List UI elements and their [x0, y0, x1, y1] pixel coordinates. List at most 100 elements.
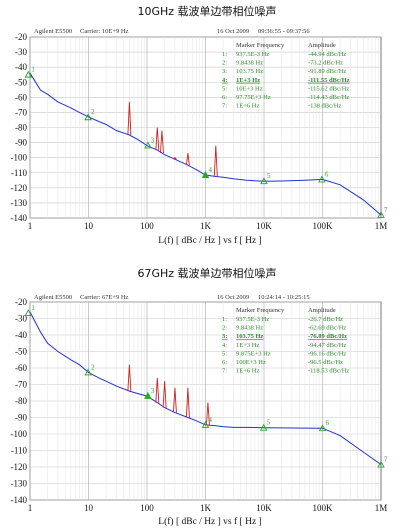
chart1-ytick-label: -140 [11, 213, 28, 223]
chart1-spur [155, 127, 160, 151]
chart2-spur [155, 377, 160, 403]
chart1-marker [144, 141, 152, 149]
chart1-xtick-label: 10K [256, 221, 272, 231]
chart1-date: 16 Oct 2009 [217, 28, 249, 35]
chart1-ytick-label: -70 [15, 107, 27, 117]
chart1-ytick-label: -90 [15, 138, 27, 148]
chart1-table-amp-header: Amplitude [308, 42, 336, 49]
chart2-marker [24, 309, 33, 317]
chart1-noise-trace [29, 72, 382, 216]
chart1-ytick-label: -40 [15, 62, 27, 72]
chart2-marker-label: 7 [384, 456, 388, 464]
chart1-time: 09:36:55 - 09:37:56 [258, 28, 310, 35]
chart1-xtick-label: 100 [140, 221, 154, 231]
chart2-marker [144, 391, 152, 399]
chart1-plot: -20 -30 -40 -50 -60 -70 -80 -90 -100 -110 -120 -130… [11, 32, 389, 231]
chart1-marker-label: 7 [384, 206, 388, 214]
chart2-table-index: 5: [222, 350, 227, 357]
chart2-table-freq: 103.75 Hz [236, 333, 264, 340]
chart1-table-freq: 10E+3 Hz [236, 85, 263, 92]
chart2-marker-label: 4 [209, 416, 213, 424]
chart1-ytick-label: -110 [11, 168, 28, 178]
chart1-marker-label: 2 [91, 108, 95, 116]
chart1-ytick-label: -20 [15, 32, 27, 42]
chart2-ytick-label: -90 [15, 413, 27, 423]
chart2-table-freq-header: Marker Frequency [236, 307, 285, 314]
chart2-header: Agilent E5500 Carrier: 67E+9 Hz 16 Oct 2… [34, 294, 310, 301]
chart1-marker [318, 175, 326, 183]
chart1-table-amp: -73.2 dBc/Hz [308, 60, 343, 67]
chart1-spur [173, 157, 177, 160]
chart1-instrument: Agilent E5500 [34, 28, 72, 35]
chart2-table-amp: -94.47 dBc/Hz [308, 342, 346, 349]
chart1-table-index: 2: [222, 60, 227, 67]
chart1-table-amp: -138 dBc/Hz [308, 103, 342, 110]
chart1-spur [159, 130, 164, 154]
chart1-spur [213, 145, 218, 177]
chart1-marker-label: 5 [267, 172, 271, 180]
chart2-ytick-label: -100 [11, 429, 28, 439]
chart2-table-amp: -118.53 dBc/Hz [308, 368, 349, 375]
chart1-table-index: 3: [222, 68, 227, 75]
chart2-xtick-label: 1K [200, 503, 212, 513]
chart2-spur [185, 387, 190, 418]
chart2-table-index: 6: [222, 359, 227, 366]
chart2-marker [259, 423, 268, 431]
chart1-carrier: Carrier: 10E+9 Hz [80, 28, 129, 35]
chart2-table-amp: -26.7 dBc/Hz [308, 316, 343, 323]
chart2-spur [127, 364, 132, 392]
chart2-marker [84, 368, 92, 376]
chart1-xtick-label: 100K [313, 221, 334, 231]
chart1-marker-label: 3 [151, 136, 155, 144]
chart2-table-amp: -62.69 dBc/Hz [308, 325, 346, 332]
chart2-xtick-label: 100 [140, 503, 154, 513]
chart1-table-amp: -44.94 dBc/Hz [308, 51, 346, 58]
chart1-table-freq: 103.75 Hz [236, 68, 263, 75]
chart2-marker-label: 3 [151, 387, 155, 395]
chart1-marker [84, 113, 92, 121]
chart1-table-index: 5: [222, 85, 227, 92]
chart1-marker [201, 171, 210, 179]
chart1-spur [127, 101, 132, 136]
chart2-table-freq: 937.5E-3 Hz [236, 316, 269, 323]
chart2-spur [205, 402, 210, 426]
chart2-table-amp: -96.5 dBc/Hz [308, 359, 343, 366]
chart1-ytick-label: -50 [15, 77, 27, 87]
chart2-xtick-label: 100K [313, 503, 334, 513]
chart2-xtick-label: 1 [28, 503, 33, 513]
chart2-ytick-label: -120 [11, 462, 28, 472]
chart1-table-freq-header: Marker Frequency [236, 42, 285, 49]
chart2-marker-label: 2 [91, 363, 95, 371]
chart1-table-index: 7: [222, 103, 227, 110]
chart1-table-freq: 9.8438 Hz [236, 60, 263, 67]
chart2-table-freq: 9.8438 Hz [236, 325, 263, 332]
chart2-marker-label: 1 [31, 304, 35, 312]
chart1-table-index: 4: [222, 77, 227, 84]
chart2-table-index: 7: [222, 368, 227, 375]
chart2-xtick-label: 1M [375, 503, 388, 513]
chart2-table-index: 3: [222, 333, 227, 340]
chart2-time: 10:24:14 - 10:25:15 [258, 294, 310, 301]
chart1-marker-label: 1 [31, 66, 35, 74]
chart2-ytick-label: -140 [11, 495, 28, 505]
chart2-spur [162, 381, 167, 408]
chart1-xtick-label: 10 [84, 221, 94, 231]
chart2-xtick-label: 10K [256, 503, 272, 513]
chart1-spur [185, 153, 190, 166]
chart1-table-index: 6: [222, 94, 227, 101]
chart1-marker [260, 177, 268, 185]
chart2-plot: -20 -30 -40 -50 -60 -70 -80 -90 -100 -110 -120 -130… [11, 297, 389, 513]
chart1-table-amp: -111.55 dBc/Hz [308, 77, 350, 84]
chart2-carrier: Carrier: 67E+9 Hz [80, 294, 129, 301]
chart2-table-freq: 1E+6 Hz [236, 368, 259, 375]
chart2-ytick-label: -20 [15, 297, 27, 307]
chart2-ytick-label: -80 [15, 396, 27, 406]
chart1-ytick-label: -120 [11, 183, 28, 193]
chart2-date: 16 Oct 2009 [217, 294, 249, 301]
chart1-table-freq: 1E+3 Hz [236, 77, 260, 84]
chart1-ytick-label: -80 [15, 123, 27, 133]
chart1-header: Agilent E5500 Carrier: 10E+9 Hz 16 Oct 2… [34, 28, 310, 35]
chart2-ytick-label: -60 [15, 363, 27, 373]
chart2-ytick-label: -50 [15, 347, 27, 357]
